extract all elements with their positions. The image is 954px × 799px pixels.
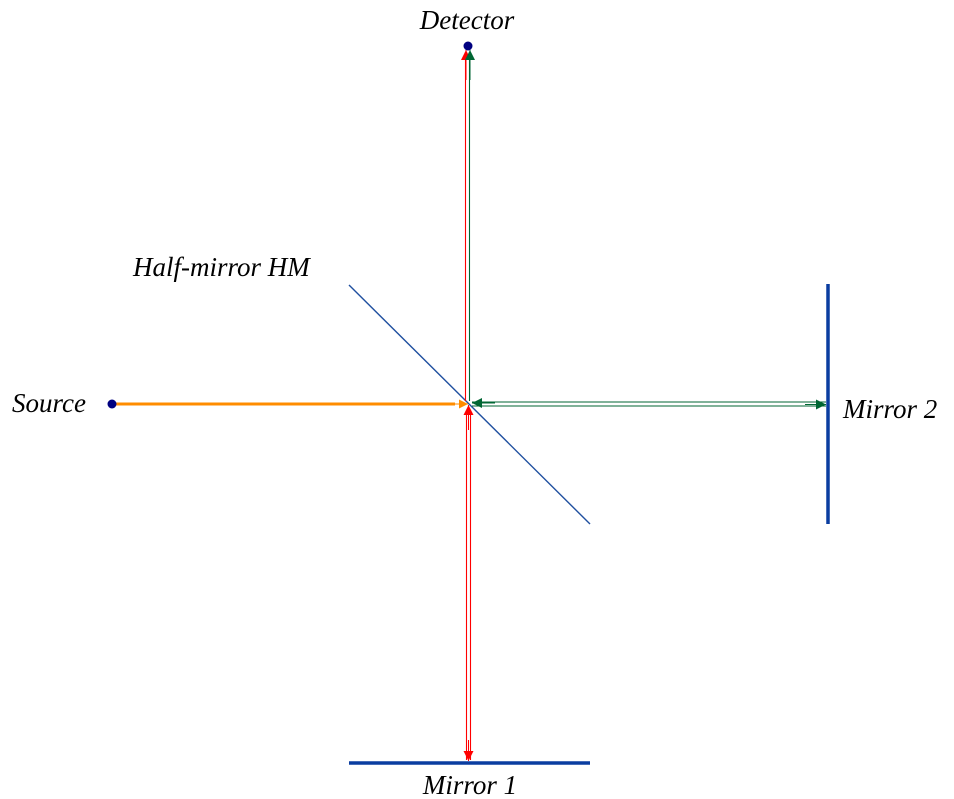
mirror-1-label: Mirror 1 — [422, 770, 517, 799]
beam-to-detector-green — [465, 50, 475, 401]
beam-arm-1 — [463, 405, 474, 761]
half-mirror-label: Half-mirror HM — [132, 252, 311, 282]
detector-point — [463, 41, 473, 51]
beam-arm-2 — [472, 398, 826, 410]
half-mirror — [348, 284, 591, 525]
source-point — [107, 399, 117, 409]
source-label: Source — [12, 388, 86, 418]
beam-to-detector-red — [461, 50, 471, 401]
mirror-2-label: Mirror 2 — [842, 394, 937, 424]
detector-label: Detector — [419, 5, 515, 35]
